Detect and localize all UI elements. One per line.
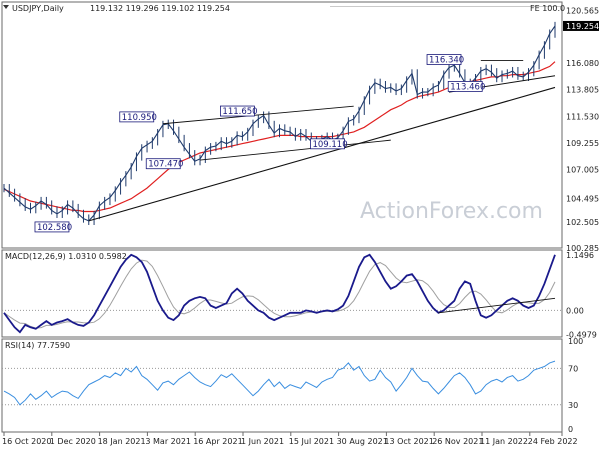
- price-marks: [3, 21, 556, 225]
- price-tick: 102.505: [566, 218, 599, 227]
- price-tick: 107.005: [566, 165, 599, 174]
- panel-frame: [1, 249, 563, 338]
- price-label-box: [145, 158, 181, 170]
- symbol-label: USDJPY,Daily: [12, 4, 64, 13]
- x-tick-label: 26 Nov 2021: [432, 437, 483, 446]
- fe-label: FE 100.0: [530, 4, 565, 13]
- price-tick: 104.495: [566, 195, 599, 204]
- price-tick: 120.565: [566, 7, 599, 16]
- macd-tick: 1.1496: [566, 251, 594, 260]
- trend-line: [199, 139, 391, 161]
- price-tick: 116.080: [566, 59, 599, 68]
- x-tick-label: 16 Apr 2021: [193, 437, 242, 446]
- x-tick-label: 3 Mar 2021: [145, 437, 191, 446]
- current-price-tick: 119.254: [566, 22, 599, 31]
- price-tick: 100.285: [566, 244, 599, 253]
- price-labels: 102.580 110.950 107.470 111.650 109.110 116.3…: [34, 54, 485, 233]
- x-tick-label: 13 Oct 2021: [384, 437, 433, 446]
- current-price-box: [563, 20, 599, 31]
- price-label: 109.110: [312, 140, 347, 150]
- price-label: 116.340: [429, 56, 464, 66]
- price-label: 107.470: [148, 160, 183, 170]
- macd-tick: 0.00: [566, 306, 584, 315]
- price-label-box: [220, 105, 255, 117]
- rsi-tick: 30: [568, 401, 578, 410]
- macd-trend-line: [438, 297, 556, 314]
- price-label: 111.650: [222, 107, 257, 117]
- collapse-arrow-icon[interactable]: [3, 5, 9, 9]
- price-label: 102.580: [37, 223, 72, 233]
- price-label-box: [34, 221, 70, 233]
- price-label-box: [426, 54, 462, 65]
- x-tick-label: 24 Feb 2022: [528, 437, 578, 446]
- macd-line: [3, 253, 556, 334]
- price-label-box: [119, 111, 155, 123]
- rsi-title: RSI(14) 77.7590: [5, 341, 70, 350]
- rsi-tick: 70: [568, 364, 578, 373]
- price-line: [3, 25, 556, 222]
- x-tick-label: 16 Oct 2020: [2, 437, 51, 446]
- rsi-tick: 100: [568, 337, 583, 346]
- x-tick-label: 11 Jan 2022: [480, 437, 528, 446]
- ohlc-values: 119.132 119.296 119.102 119.254: [90, 4, 230, 13]
- rsi-line: [3, 360, 556, 406]
- x-tick-label: 1 Jun 2021: [241, 437, 284, 446]
- watermark: ActionForex.com: [360, 199, 543, 224]
- macd-marks: [3, 253, 556, 334]
- trend-line: [88, 86, 556, 222]
- panel-frame: [1, 1, 563, 249]
- price-tick: 113.805: [566, 86, 599, 95]
- macd-title: MACD(12,26,9) 1.0310 0.5982: [5, 252, 127, 261]
- price-tick: 109.255: [566, 139, 599, 148]
- price-label: 110.950: [122, 113, 157, 123]
- panel-frames: [1, 1, 563, 436]
- price-label: 113.460: [450, 82, 485, 92]
- grid-lines: [2, 6, 562, 406]
- rsi-marks: [3, 360, 556, 406]
- x-tick-label: 1 Dec 2020: [50, 437, 96, 446]
- x-tick-label: 18 Jan 2021: [98, 437, 146, 446]
- panel-frame: [1, 338, 563, 433]
- rsi-tick: 0: [568, 425, 573, 434]
- trend-line: [162, 105, 354, 125]
- macd-tick: -0.4979: [566, 330, 597, 339]
- price-tick: 111.530: [566, 112, 599, 121]
- axis-ticks: 120.565 119.254 116.080 113.805 111.530 109.2…: [563, 7, 599, 434]
- price-label-box: [310, 138, 345, 150]
- macd-signal-line: [3, 259, 556, 329]
- price-label-box: [447, 81, 483, 92]
- x-tick-label: 15 Jul 2021: [289, 437, 334, 446]
- x-tick-label: 30 Aug 2021: [337, 437, 388, 446]
